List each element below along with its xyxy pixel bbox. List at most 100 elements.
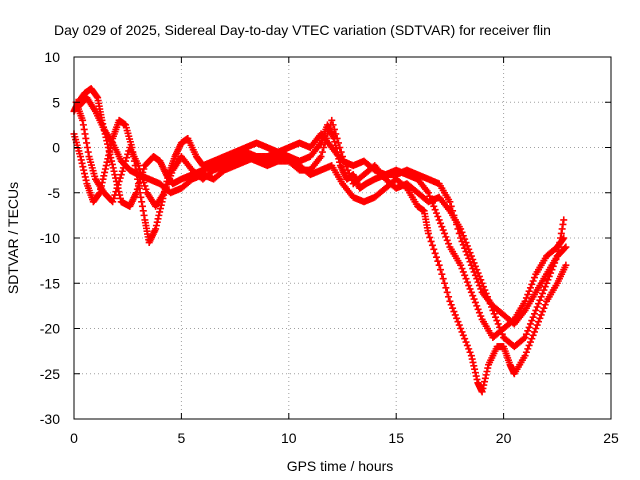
data-point-fill bbox=[474, 278, 482, 286]
data-point-fill bbox=[156, 205, 164, 213]
data-point-fill bbox=[454, 225, 462, 233]
data-point-fill bbox=[469, 358, 477, 366]
data-point bbox=[134, 180, 142, 188]
data-point-fill bbox=[556, 239, 564, 247]
data-point-fill bbox=[471, 271, 479, 279]
data-point-fill bbox=[455, 229, 463, 237]
data-point-fill bbox=[470, 268, 478, 276]
data-point-fill bbox=[438, 270, 446, 278]
data-point-fill bbox=[524, 327, 532, 335]
data-point-fill bbox=[324, 130, 332, 138]
data-point-fill bbox=[83, 139, 91, 147]
data-point-fill bbox=[528, 335, 536, 343]
data-point-fill bbox=[449, 304, 457, 312]
data-point bbox=[467, 288, 475, 296]
data-point-fill bbox=[318, 148, 326, 156]
data-point-fill bbox=[541, 301, 549, 309]
data-point-fill bbox=[441, 279, 449, 287]
data-point-fill bbox=[137, 193, 145, 201]
data-point-fill bbox=[490, 310, 498, 318]
data-point bbox=[467, 261, 475, 269]
data-point-fill bbox=[522, 348, 530, 356]
data-point-fill bbox=[442, 233, 450, 241]
data-point-fill bbox=[524, 291, 532, 299]
data-point-fill bbox=[113, 184, 121, 192]
data-point-fill bbox=[555, 243, 563, 251]
data-point-fill bbox=[459, 241, 467, 249]
data-point-fill bbox=[450, 211, 458, 219]
data-point-fill bbox=[528, 317, 536, 325]
data-point-fill bbox=[333, 134, 341, 142]
data-point-fill bbox=[427, 237, 435, 245]
data-point-fill bbox=[492, 313, 500, 321]
data-point-fill bbox=[445, 293, 453, 301]
data-point-fill bbox=[537, 311, 545, 319]
data-point bbox=[424, 189, 432, 197]
axis-layer: 0 5 10 15 20 25 10 5 0 -5 -10 -15 -20 -25 -30 bbox=[40, 49, 619, 446]
data-point-fill bbox=[105, 148, 113, 156]
data-point-fill bbox=[451, 216, 459, 224]
y-tick-label: -15 bbox=[40, 275, 60, 291]
data-point-fill bbox=[469, 292, 477, 300]
data-point bbox=[560, 216, 568, 224]
data-point-fill bbox=[330, 125, 338, 133]
y-tick-label: -25 bbox=[40, 366, 60, 382]
data-point-fill bbox=[557, 234, 565, 242]
data-point-fill bbox=[459, 268, 467, 276]
data-point-fill bbox=[336, 144, 344, 151]
data-point-fill bbox=[110, 167, 118, 175]
data-point-fill bbox=[136, 189, 144, 197]
data-point-fill bbox=[139, 207, 147, 215]
x-tick-label: 5 bbox=[178, 430, 186, 446]
data-point-fill bbox=[441, 229, 449, 237]
data-point-fill bbox=[116, 194, 124, 202]
data-point-fill bbox=[559, 220, 567, 228]
data-point-fill bbox=[112, 188, 120, 196]
data-point-fill bbox=[477, 285, 485, 293]
y-tick-label: 5 bbox=[52, 94, 60, 110]
data-point-fill bbox=[80, 170, 88, 178]
data-point-fill bbox=[479, 384, 487, 392]
data-point-fill bbox=[447, 301, 455, 309]
data-point bbox=[457, 325, 465, 332]
data-point-fill bbox=[442, 284, 450, 292]
data-point-fill bbox=[471, 298, 479, 306]
data-point-fill bbox=[481, 378, 489, 386]
data-point-fill bbox=[79, 121, 87, 129]
data-point-fill bbox=[345, 170, 353, 178]
data-point-fill bbox=[537, 293, 545, 301]
data-point-fill bbox=[141, 182, 149, 190]
data-point-fill bbox=[466, 348, 474, 356]
data-point-fill bbox=[155, 211, 163, 219]
data-point bbox=[446, 297, 454, 305]
series-track-4 bbox=[74, 94, 570, 328]
data-point-fill bbox=[533, 303, 541, 311]
data-point-fill bbox=[347, 173, 355, 181]
data-point-fill bbox=[533, 321, 541, 329]
data-point-fill bbox=[138, 198, 146, 206]
data-point-fill bbox=[453, 220, 461, 228]
data-point-fill bbox=[140, 211, 148, 219]
data-point bbox=[102, 162, 110, 170]
data-point-fill bbox=[525, 287, 533, 295]
data-point-fill bbox=[541, 283, 549, 291]
data-point-fill bbox=[483, 367, 491, 375]
data-point bbox=[134, 162, 142, 170]
data-point-fill bbox=[558, 225, 566, 233]
data-point-fill bbox=[524, 345, 532, 353]
x-tick-label: 25 bbox=[603, 430, 619, 446]
data-point-fill bbox=[100, 172, 108, 180]
data-point-fill bbox=[430, 202, 438, 210]
data-point-fill bbox=[461, 271, 469, 279]
data-point-fill bbox=[156, 208, 164, 216]
data-point-fill bbox=[471, 369, 479, 377]
data-point-fill bbox=[105, 151, 113, 159]
data-point-fill bbox=[152, 222, 160, 230]
data-point-fill bbox=[461, 244, 469, 252]
data-point-fill bbox=[136, 165, 144, 173]
data-point bbox=[111, 171, 119, 179]
data-point-fill bbox=[320, 144, 328, 151]
data-point-fill bbox=[465, 282, 473, 290]
data-point-fill bbox=[535, 318, 543, 326]
data-point-fill bbox=[453, 314, 461, 322]
